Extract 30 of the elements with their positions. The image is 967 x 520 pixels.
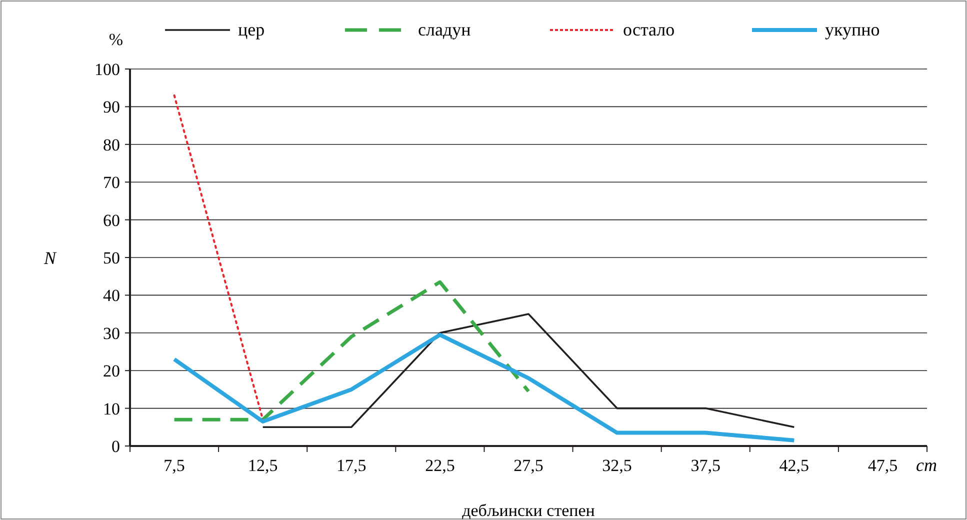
x-tick-label: 32,5: [602, 456, 632, 475]
legend-label: остало: [623, 19, 675, 40]
y-tick-label: 80: [103, 135, 120, 154]
y-tick-label: 0: [112, 436, 120, 456]
x-tick-label: 42,5: [779, 456, 810, 475]
y-tick-label: 50: [103, 248, 120, 268]
text: %: [108, 30, 123, 49]
x-tick-label: 17,5: [336, 456, 366, 475]
legend-label: сладун: [418, 19, 472, 40]
x-tick-label: 22,5: [425, 456, 455, 475]
x-tick-label: 47,5: [868, 456, 898, 475]
y-tick-label: 20: [103, 362, 120, 381]
x-tick-label: 27,5: [514, 456, 544, 475]
legend-label: укупно: [825, 19, 880, 40]
y-tick-label: 100: [94, 60, 120, 79]
legend-label: цер: [238, 19, 265, 40]
y-tick-label: 60: [103, 210, 120, 230]
y-axis-title: N: [42, 248, 57, 268]
y-tick-label: 30: [103, 324, 120, 343]
text: cm: [916, 455, 937, 475]
y-tick-label: 90: [103, 98, 120, 117]
x-tick-label: 37,5: [690, 456, 720, 475]
y-tick-label: 10: [103, 399, 120, 418]
y-tick-label: 70: [103, 173, 120, 192]
y-tick-label: 40: [103, 286, 120, 306]
x-axis-title: дебљински степен: [462, 501, 595, 520]
line-series: [172, 332, 796, 442]
line-series: [172, 280, 530, 422]
x-tick-label: 7,5: [164, 456, 185, 475]
x-tick-label: 12,5: [248, 456, 278, 475]
